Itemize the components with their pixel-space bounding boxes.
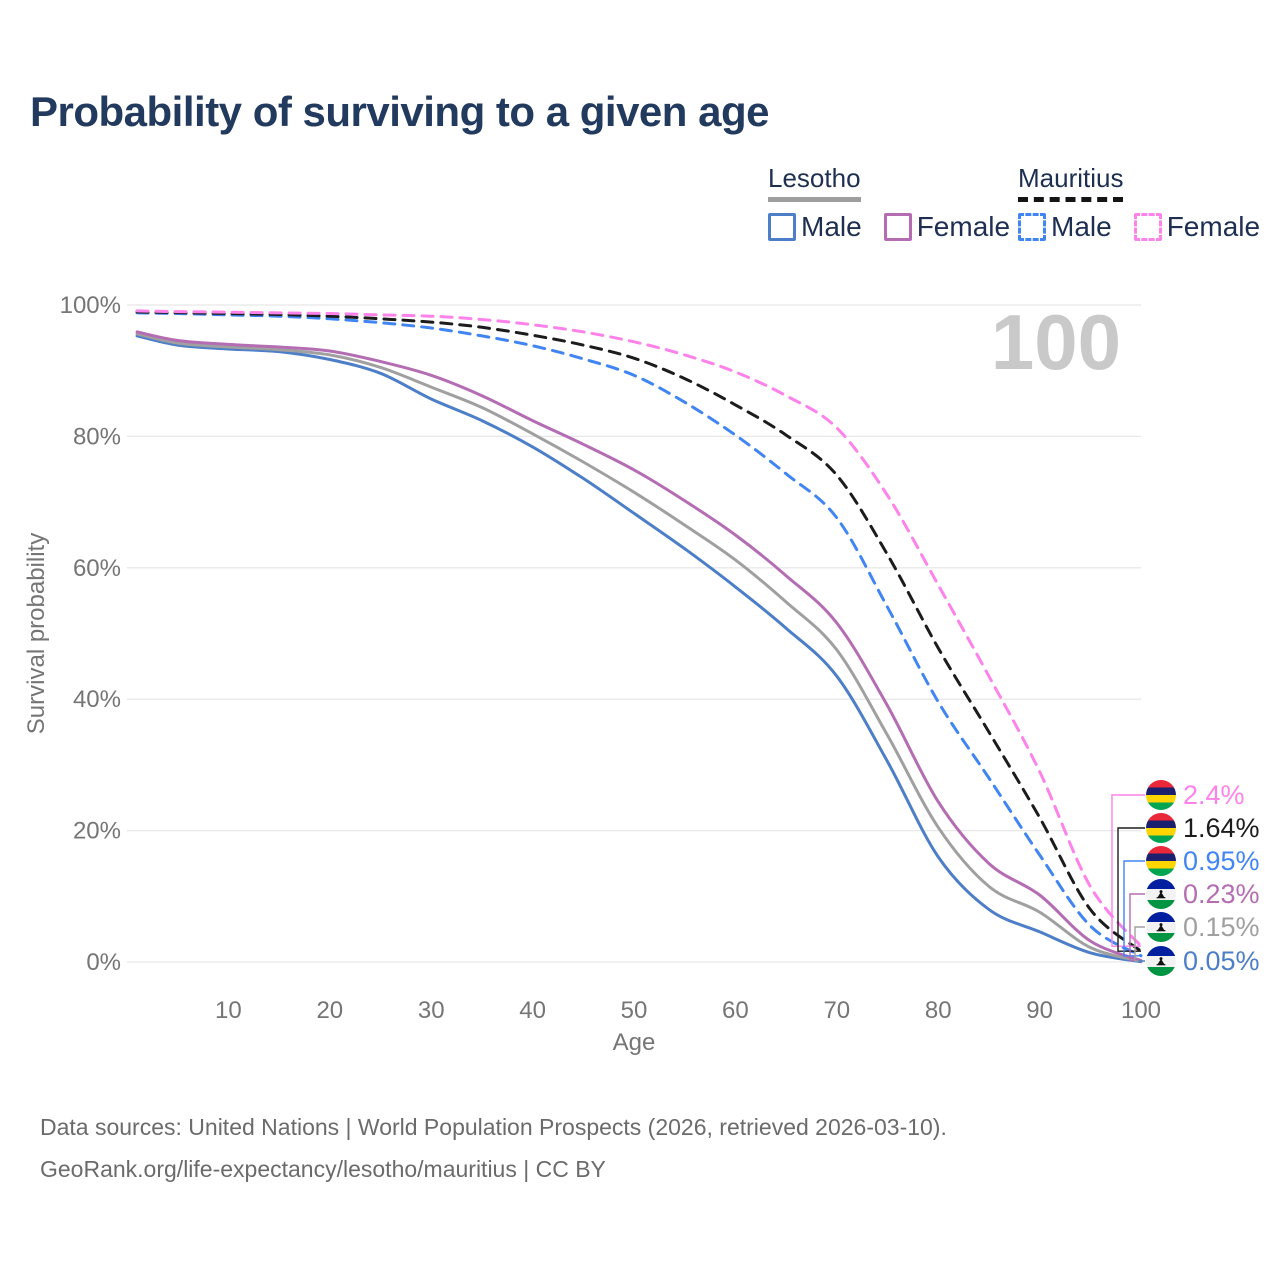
legend-item-label: Female <box>1166 211 1261 242</box>
legend-item-label: Male <box>1051 211 1112 242</box>
mauritius-dashed-line-swatch <box>1018 197 1124 202</box>
mauritius-flag-icon <box>1146 846 1176 876</box>
end-label-connector-mauritius-male <box>1123 860 1145 957</box>
page-title: Probability of surviving to a given age <box>30 88 769 135</box>
legend-item-lesotho-female[interactable]: Female <box>883 211 1011 243</box>
legend-item-mauritius-male[interactable]: Male <box>1018 211 1112 243</box>
footer: Data sources: United Nations | World Pop… <box>40 1106 947 1190</box>
y-tick-label: 100% <box>60 292 121 319</box>
y-tick-label: 80% <box>73 423 121 450</box>
lesotho-male-swatch-icon <box>768 213 796 241</box>
footer-sources: Data sources: United Nations | World Pop… <box>40 1114 947 1140</box>
end-label-value: 0.23% <box>1183 878 1260 909</box>
end-label-value: 2.4% <box>1183 779 1245 810</box>
end-label-value: 0.95% <box>1183 845 1260 876</box>
legend-item-label: Female <box>916 211 1011 242</box>
lesotho-female-swatch-icon <box>883 213 912 241</box>
mauritius-flag <box>1146 813 1176 843</box>
end-label-mauritius-both: 1.64% <box>1146 812 1260 844</box>
legend-row-lesotho: Male Female <box>768 211 1032 243</box>
lesotho-solid-line-swatch <box>768 197 861 202</box>
mauritius-flag <box>1146 846 1176 876</box>
footer-attribution: GeoRank.org/life-expectancy/lesotho/maur… <box>40 1156 606 1182</box>
x-tick-label: 100 <box>1121 997 1161 1024</box>
end-label-value: 0.05% <box>1183 945 1260 976</box>
hover-age-annotation: 100 <box>991 298 1121 386</box>
end-label-mauritius-male: 0.95% <box>1146 845 1260 877</box>
end-label-mauritius-female: 2.4% <box>1146 779 1245 811</box>
mauritius-male-swatch-icon <box>1018 213 1046 241</box>
end-label-value: 0.15% <box>1183 911 1260 942</box>
x-tick-label: 60 <box>722 997 749 1024</box>
y-tick-label: 60% <box>73 555 121 582</box>
legend-item-mauritius-female[interactable]: Female <box>1133 211 1261 243</box>
legend-group-mauritius: Mauritius Male Female <box>1018 163 1280 243</box>
x-tick-label: 30 <box>418 997 445 1024</box>
x-tick-label: 50 <box>621 997 648 1024</box>
lesotho-flag-icon <box>1146 912 1176 942</box>
legend-group-lesotho: Lesotho Male Female <box>768 163 1032 243</box>
end-label-lesotho-both: 0.15% <box>1146 911 1260 943</box>
end-label-connector-lesotho-both <box>1134 926 1145 962</box>
series-line-lesotho-male[interactable] <box>135 334 1143 964</box>
x-tick-label: 10 <box>215 997 242 1024</box>
y-tick-label: 0% <box>86 949 121 976</box>
mauritius-female-swatch-icon <box>1133 213 1162 241</box>
legend-item-lesotho-male[interactable]: Male <box>768 211 862 243</box>
lesotho-flag <box>1146 946 1176 976</box>
y-tick-label: 20% <box>73 818 121 845</box>
end-label-lesotho-female: 0.23% <box>1146 878 1260 910</box>
x-tick-label: 20 <box>316 997 343 1024</box>
x-tick-label: 80 <box>925 997 952 1024</box>
y-tick-label: 40% <box>73 686 121 713</box>
legend-country-lesotho-label: Lesotho <box>768 163 861 193</box>
series-line-lesotho-female[interactable] <box>135 330 1143 962</box>
lesotho-flag-icon <box>1146 879 1176 909</box>
lesotho-flag <box>1146 912 1176 942</box>
end-label-connector-mauritius-female <box>1111 794 1145 947</box>
legend-item-label: Male <box>801 211 862 242</box>
series-line-mauritius-female[interactable] <box>135 309 1143 948</box>
x-tick-label: 40 <box>519 997 546 1024</box>
end-label-connector-lesotho-male <box>1138 960 1145 963</box>
end-label-lesotho-male: 0.05% <box>1146 945 1260 977</box>
end-label-connector-mauritius-both <box>1117 827 1145 952</box>
mauritius-flag-icon <box>1146 780 1176 810</box>
y-axis-title: Survival probability <box>23 533 50 734</box>
x-axis-title: Age <box>613 1029 656 1056</box>
legend-row-mauritius: Male Female <box>1018 211 1280 243</box>
mauritius-flag <box>1146 780 1176 810</box>
series-line-mauritius-male[interactable] <box>135 311 1143 958</box>
mauritius-flag-icon <box>1146 813 1176 843</box>
series-line-lesotho-both[interactable] <box>135 332 1143 963</box>
lesotho-flag <box>1146 879 1176 909</box>
legend-country-mauritius-label: Mauritius <box>1018 163 1124 193</box>
end-label-value: 1.64% <box>1183 812 1260 843</box>
series-line-mauritius-both[interactable] <box>135 310 1143 953</box>
x-tick-label: 70 <box>823 997 850 1024</box>
legend-country-lesotho: Lesotho <box>768 163 861 205</box>
legend-country-mauritius: Mauritius <box>1018 163 1124 205</box>
lesotho-flag-icon <box>1146 946 1176 976</box>
x-tick-label: 90 <box>1026 997 1053 1024</box>
